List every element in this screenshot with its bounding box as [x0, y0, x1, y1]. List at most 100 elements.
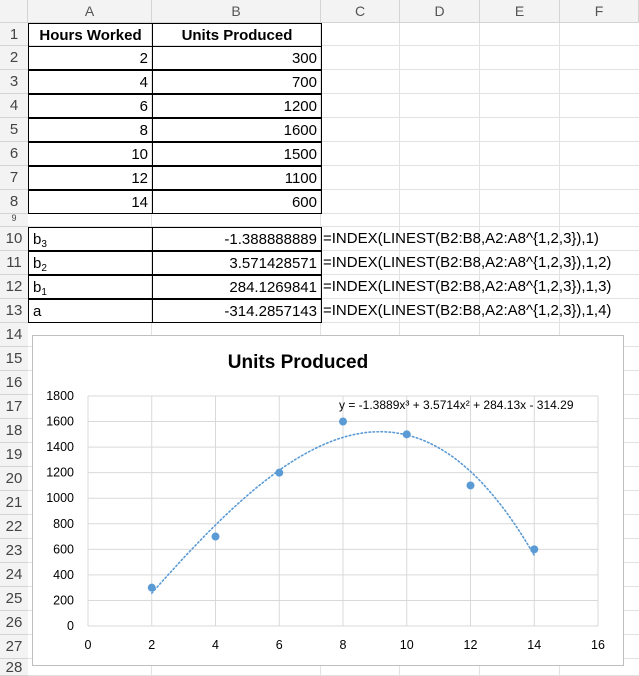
coefficient-letter: a — [33, 303, 42, 320]
data-point — [211, 532, 220, 541]
cell-units-produced[interactable]: 600 — [152, 190, 322, 214]
cell-units-produced[interactable]: 1100 — [152, 166, 322, 190]
gridline-horizontal — [28, 117, 639, 118]
coefficient-letter: b — [33, 279, 42, 296]
coefficient-letter: b — [33, 255, 42, 272]
coefficient-formula-text[interactable]: =INDEX(LINEST(B2:B8,A2:A8^{1,2,3}),1,3) — [323, 278, 612, 295]
gridline-horizontal — [28, 322, 639, 323]
gridline-horizontal — [28, 165, 639, 166]
trendline-equation: y = -1.3889x³ + 3.5714x² + 284.13x - 314… — [339, 398, 574, 412]
chart-title: Units Produced — [228, 352, 368, 373]
gridline-horizontal — [28, 141, 639, 142]
gridline-horizontal — [28, 298, 639, 299]
column-header-b[interactable]: B — [152, 0, 321, 23]
y-tick-label: 0 — [67, 619, 74, 633]
header-hours-worked[interactable]: Hours Worked — [28, 23, 153, 47]
row-header-9[interactable]: 9 — [0, 214, 28, 227]
header-units-produced[interactable]: Units Produced — [152, 23, 322, 47]
row-header-20[interactable]: 20 — [0, 467, 28, 491]
y-tick-label: 1600 — [46, 415, 74, 429]
select-all-corner[interactable] — [0, 0, 28, 23]
row-header-14[interactable]: 14 — [0, 323, 28, 347]
cell-units-produced[interactable]: 300 — [152, 46, 322, 70]
gridline-horizontal — [28, 213, 639, 214]
row-header-11[interactable]: 11 — [0, 251, 28, 275]
cell-hours-worked[interactable]: 4 — [28, 70, 153, 94]
row-header-3[interactable]: 3 — [0, 70, 28, 94]
coefficient-subscript: 1 — [41, 287, 47, 298]
gridline-horizontal — [28, 226, 639, 227]
row-header-6[interactable]: 6 — [0, 142, 28, 166]
coefficient-value[interactable]: 3.571428571 — [152, 251, 322, 275]
row-header-1[interactable]: 1 — [0, 23, 28, 46]
row-header-27[interactable]: 27 — [0, 635, 28, 659]
column-header-f[interactable]: F — [560, 0, 639, 23]
data-point — [339, 417, 347, 426]
coefficient-label[interactable]: b1 — [28, 275, 153, 299]
cell-hours-worked[interactable]: 6 — [28, 94, 153, 118]
row-header-4[interactable]: 4 — [0, 94, 28, 118]
row-header-7[interactable]: 7 — [0, 166, 28, 190]
row-header-22[interactable]: 22 — [0, 515, 28, 539]
coefficient-formula-text[interactable]: =INDEX(LINEST(B2:B8,A2:A8^{1,2,3}),1,2) — [323, 254, 612, 271]
y-tick-label: 200 — [53, 593, 74, 607]
polynomial-trendline — [151, 430, 536, 594]
gridline-horizontal — [28, 93, 639, 94]
cell-units-produced[interactable]: 1500 — [152, 142, 322, 166]
gridline-horizontal — [28, 250, 639, 251]
column-header-c[interactable]: C — [321, 0, 400, 23]
x-tick-label: 4 — [212, 638, 219, 652]
column-header-d[interactable]: D — [400, 0, 480, 23]
y-tick-label: 1200 — [46, 466, 74, 480]
scatter-chart[interactable]: Units Produced 0 200 400 600 800 1000 1200 1400 1… — [32, 335, 624, 666]
coefficient-value[interactable]: -1.388888889 — [152, 227, 322, 251]
cell-hours-worked[interactable]: 2 — [28, 46, 153, 70]
row-header-16[interactable]: 16 — [0, 371, 28, 395]
data-point — [402, 430, 411, 439]
x-tick-label: 16 — [591, 638, 605, 652]
coefficient-subscript: 3 — [41, 239, 47, 250]
row-header-19[interactable]: 19 — [0, 443, 28, 467]
coefficient-subscript: 2 — [41, 263, 47, 274]
cell-hours-worked[interactable]: 14 — [28, 190, 153, 214]
row-header-28[interactable]: 28 — [0, 659, 28, 676]
data-point — [275, 468, 284, 477]
cell-units-produced[interactable]: 1200 — [152, 94, 322, 118]
row-header-12[interactable]: 12 — [0, 275, 28, 299]
column-header-e[interactable]: E — [480, 0, 560, 23]
row-header-23[interactable]: 23 — [0, 539, 28, 563]
row-header-15[interactable]: 15 — [0, 347, 28, 371]
x-tick-label: 6 — [276, 638, 283, 652]
row-header-18[interactable]: 18 — [0, 419, 28, 443]
row-header-17[interactable]: 17 — [0, 395, 28, 419]
gridline-horizontal — [28, 189, 639, 190]
y-tick-label: 800 — [53, 517, 74, 531]
coefficient-value[interactable]: -314.2857143 — [152, 299, 322, 323]
cell-hours-worked[interactable]: 8 — [28, 118, 153, 142]
row-header-10[interactable]: 10 — [0, 227, 28, 251]
row-header-21[interactable]: 21 — [0, 491, 28, 515]
column-header-a[interactable]: A — [28, 0, 152, 23]
x-tick-label: 8 — [340, 638, 347, 652]
row-header-24[interactable]: 24 — [0, 563, 28, 587]
coefficient-label[interactable]: a — [28, 299, 153, 323]
coefficient-label[interactable]: b3 — [28, 227, 153, 251]
coefficient-label[interactable]: b2 — [28, 251, 153, 275]
coefficient-formula-text[interactable]: =INDEX(LINEST(B2:B8,A2:A8^{1,2,3}),1) — [323, 230, 599, 247]
x-tick-label: 14 — [527, 638, 541, 652]
row-header-13[interactable]: 13 — [0, 299, 28, 323]
row-header-26[interactable]: 26 — [0, 611, 28, 635]
y-tick-label: 400 — [53, 568, 74, 582]
y-tick-label: 1400 — [46, 440, 74, 454]
cell-hours-worked[interactable]: 10 — [28, 142, 153, 166]
cell-units-produced[interactable]: 1600 — [152, 118, 322, 142]
row-header-2[interactable]: 2 — [0, 46, 28, 70]
row-header-5[interactable]: 5 — [0, 118, 28, 142]
cell-units-produced[interactable]: 700 — [152, 70, 322, 94]
cell-hours-worked[interactable]: 12 — [28, 166, 153, 190]
row-header-25[interactable]: 25 — [0, 587, 28, 611]
row-header-8[interactable]: 8 — [0, 190, 28, 214]
chart-svg: Units Produced 0 200 400 600 800 1000 1200 1400 1… — [46, 352, 605, 652]
coefficient-value[interactable]: 284.1269841 — [152, 275, 322, 299]
coefficient-formula-text[interactable]: =INDEX(LINEST(B2:B8,A2:A8^{1,2,3}),1,4) — [323, 302, 612, 319]
